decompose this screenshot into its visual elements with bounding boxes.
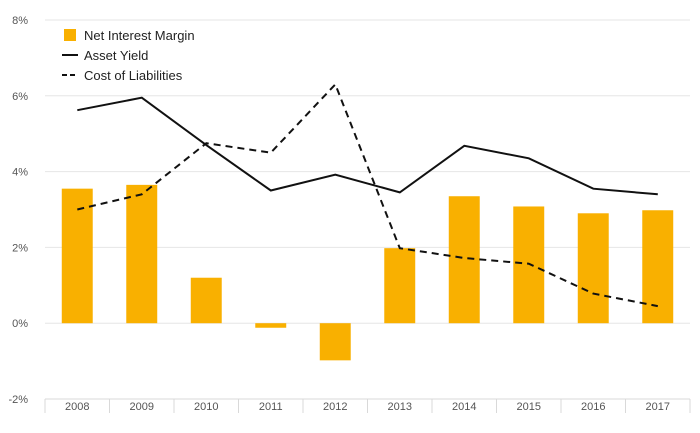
legend-swatch	[64, 29, 76, 41]
legend: Net Interest Margin Asset Yield Cost of Li…	[62, 28, 195, 83]
line-asset-yield	[77, 96, 658, 196]
y-tick-label: 6%	[12, 91, 28, 103]
legend-label: Cost of Liabilities	[84, 68, 183, 83]
y-tick-label: 8%	[12, 15, 28, 27]
line-cost-of-liabilities	[77, 82, 658, 308]
y-tick-label: -2%	[8, 394, 28, 406]
bar-net-interest-margin	[319, 323, 351, 361]
bar-net-interest-margin	[61, 188, 93, 324]
x-tick-label: 2016	[581, 401, 605, 413]
x-axis: 2008 2009 2010 2011 2012 2013 2014 2015 2016 2017	[44, 398, 691, 413]
lines	[77, 82, 658, 308]
bar-net-interest-margin	[190, 277, 222, 324]
x-tick-label: 2010	[194, 401, 218, 413]
bars	[61, 184, 674, 361]
bar-net-interest-margin	[255, 323, 287, 328]
x-tick-label: 2011	[259, 401, 283, 413]
x-tick-label: 2012	[323, 401, 347, 413]
bar-net-interest-margin	[577, 213, 609, 324]
legend-label: Net Interest Margin	[84, 28, 195, 43]
bar-net-interest-margin	[448, 196, 480, 324]
y-tick-label: 0%	[12, 318, 28, 330]
x-tick-label: 2008	[65, 401, 89, 413]
x-tick-label: 2017	[646, 401, 670, 413]
bar-net-interest-margin	[642, 210, 674, 324]
bar-net-interest-margin	[126, 184, 158, 324]
y-tick-label: 2%	[12, 242, 28, 254]
y-tick-label: 4%	[12, 167, 28, 179]
x-tick-label: 2014	[452, 401, 476, 413]
x-tick-label: 2013	[388, 401, 412, 413]
bar-net-interest-margin	[513, 206, 545, 324]
legend-label: Asset Yield	[84, 48, 148, 63]
x-tick-label: 2009	[130, 401, 154, 413]
bar-net-interest-margin	[384, 248, 416, 324]
x-tick-label: 2015	[517, 401, 541, 413]
